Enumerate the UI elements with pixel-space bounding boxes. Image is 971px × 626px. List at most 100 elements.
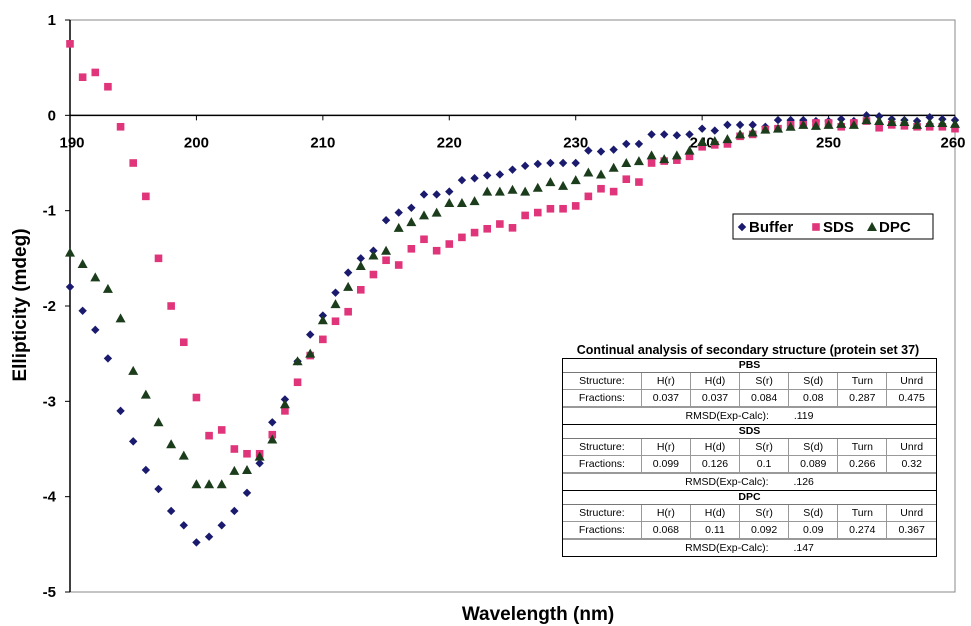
data-point-sds <box>673 156 681 164</box>
data-point-buffer <box>571 158 580 168</box>
structure-table: Structure: H(r) H(d) S(r) S(d) Turn Unrd… <box>563 505 936 539</box>
x-tick-label: 210 <box>310 134 335 151</box>
rmsd-row: RMSD(Exp-Calc): .126 <box>563 473 936 490</box>
data-point-sds <box>217 426 226 434</box>
legend-label-dpc: DPC <box>879 219 911 236</box>
data-point-sds <box>78 73 87 81</box>
data-point-buffer <box>394 208 403 217</box>
table-cell: S(d) <box>788 439 839 456</box>
inset-section-sds: SDS Structure: H(r) H(d) S(r) S(d) Turn … <box>563 425 936 491</box>
data-point-buffer <box>445 187 454 196</box>
data-point-dpc <box>848 119 859 129</box>
data-point-buffer <box>685 130 694 139</box>
y-tick-label: 1 <box>48 12 56 29</box>
data-point-buffer <box>508 165 517 174</box>
data-point-dpc <box>558 180 569 190</box>
table-cell: 0.068 <box>640 521 691 539</box>
data-point-dpc <box>722 134 733 144</box>
secondary-structure-inset: Continual analysis of secondary structur… <box>548 343 948 557</box>
data-point-sds <box>154 254 163 263</box>
x-tick-label: 250 <box>816 134 841 151</box>
table-cell: 0.1 <box>739 455 790 473</box>
table-cell: 0.037 <box>689 389 741 407</box>
legend-marker-sds <box>812 223 820 231</box>
data-point-sds <box>319 335 327 344</box>
data-point-sds <box>167 302 175 310</box>
table-cell: Fractions: <box>563 521 642 539</box>
data-point-buffer <box>786 115 795 125</box>
table-cell: 0.089 <box>788 455 839 473</box>
data-point-dpc <box>810 120 821 130</box>
rmsd-label: RMSD(Exp-Calc): <box>685 410 769 422</box>
data-point-buffer <box>65 282 75 292</box>
section-name: PBS <box>563 359 936 373</box>
data-point-sds <box>66 40 74 48</box>
data-point-buffer <box>457 175 467 185</box>
data-point-buffer <box>343 268 353 277</box>
data-point-dpc <box>166 439 177 449</box>
structure-table: Structure: H(r) H(d) S(r) S(d) Turn Unrd… <box>563 439 936 473</box>
data-point-dpc <box>381 245 392 255</box>
data-point-buffer <box>192 538 201 547</box>
data-point-dpc <box>532 182 543 192</box>
x-tick-label: 260 <box>940 134 965 151</box>
legend-label-sds: SDS <box>823 219 854 236</box>
data-point-buffer <box>179 521 188 530</box>
data-point-sds <box>546 204 555 213</box>
data-point-sds <box>635 178 643 186</box>
data-point-dpc <box>140 389 151 399</box>
data-point-buffer <box>697 124 707 133</box>
data-point-dpc <box>950 118 960 128</box>
data-point-dpc <box>899 117 910 127</box>
data-point-dpc <box>305 348 316 358</box>
table-cell: Unrd <box>886 505 936 522</box>
table-cell: Structure: <box>563 505 642 522</box>
table-cell: 0.126 <box>689 455 741 473</box>
x-tick-label: 200 <box>184 134 209 151</box>
inset-title: Continual analysis of secondary structur… <box>576 343 920 357</box>
structure-table: Structure: H(r) H(d) S(r) S(d) Turn Unrd… <box>563 373 936 407</box>
rmsd-label: RMSD(Exp-Calc): <box>685 476 769 488</box>
data-point-sds <box>533 208 542 217</box>
data-point-dpc <box>886 117 897 127</box>
data-point-dpc <box>735 129 746 139</box>
data-point-buffer <box>91 325 100 335</box>
data-point-buffer <box>622 139 631 149</box>
data-point-sds <box>445 240 454 248</box>
table-cell: Turn <box>837 505 888 522</box>
data-point-dpc <box>279 399 290 409</box>
data-point-buffer <box>483 171 492 180</box>
data-point-dpc <box>671 150 682 160</box>
data-point-dpc <box>102 283 113 293</box>
y-axis-title: Ellipticity (mdeg) <box>10 228 31 381</box>
table-cell: S(r) <box>739 505 790 522</box>
data-point-dpc <box>419 210 429 220</box>
data-point-buffer <box>268 418 277 427</box>
data-point-buffer <box>710 126 719 135</box>
x-tick-label: 220 <box>437 134 462 151</box>
data-point-buffer <box>242 488 252 498</box>
data-point-dpc <box>254 451 265 461</box>
data-point-dpc <box>596 169 606 179</box>
data-point-buffer <box>533 159 542 169</box>
data-point-sds <box>293 378 302 387</box>
data-point-sds <box>559 204 567 213</box>
data-point-sds <box>281 407 289 415</box>
data-point-sds <box>470 228 479 237</box>
x-tick-label: 190 <box>59 134 84 151</box>
table-cell: H(r) <box>640 373 691 390</box>
data-point-buffer <box>432 190 441 199</box>
data-point-buffer <box>166 506 176 516</box>
data-point-buffer <box>773 115 783 125</box>
data-point-dpc <box>406 217 417 227</box>
data-point-dpc <box>456 198 467 208</box>
data-point-buffer <box>331 288 340 297</box>
data-point-dpc <box>773 123 783 133</box>
table-cell: S(r) <box>739 439 790 456</box>
data-point-dpc <box>115 313 126 323</box>
data-point-buffer <box>634 139 644 149</box>
data-point-sds <box>116 122 125 131</box>
data-point-dpc <box>861 115 872 125</box>
header-row: Structure: H(r) H(d) S(r) S(d) Turn Unrd <box>563 373 936 390</box>
data-point-sds <box>483 224 492 233</box>
